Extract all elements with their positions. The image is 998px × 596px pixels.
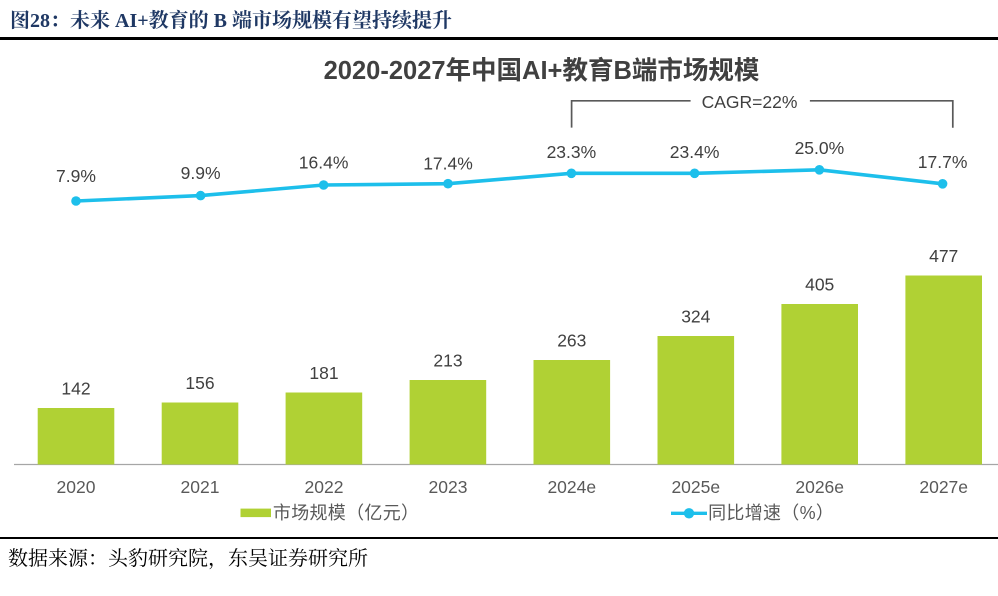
svg-text:2025e: 2025e — [671, 477, 720, 497]
svg-text:23.3%: 23.3% — [547, 142, 597, 162]
svg-text:CAGR=22%: CAGR=22% — [702, 92, 798, 112]
svg-text:同比增速（%）: 同比增速（%） — [708, 503, 834, 523]
svg-text:17.4%: 17.4% — [423, 154, 473, 174]
svg-text:477: 477 — [929, 246, 958, 266]
svg-text:324: 324 — [681, 307, 710, 327]
svg-text:405: 405 — [805, 275, 834, 295]
svg-text:市场规模（亿元）: 市场规模（亿元） — [273, 503, 419, 523]
svg-text:2027e: 2027e — [919, 477, 968, 497]
svg-text:25.0%: 25.0% — [795, 138, 845, 158]
svg-text:2023: 2023 — [429, 477, 468, 497]
svg-text:9.9%: 9.9% — [181, 163, 221, 183]
svg-text:213: 213 — [433, 351, 462, 371]
svg-text:181: 181 — [309, 363, 338, 383]
svg-text:7.9%: 7.9% — [56, 166, 96, 186]
svg-text:16.4%: 16.4% — [299, 153, 349, 173]
svg-text:142: 142 — [61, 379, 90, 399]
svg-text:2022: 2022 — [305, 477, 344, 497]
svg-text:2021: 2021 — [181, 477, 220, 497]
svg-text:23.4%: 23.4% — [670, 142, 720, 162]
svg-text:2020: 2020 — [57, 477, 96, 497]
svg-text:2026e: 2026e — [795, 477, 844, 497]
svg-text:263: 263 — [557, 331, 586, 351]
svg-text:156: 156 — [185, 373, 214, 393]
svg-text:17.7%: 17.7% — [918, 152, 968, 172]
svg-text:2024e: 2024e — [547, 477, 596, 497]
